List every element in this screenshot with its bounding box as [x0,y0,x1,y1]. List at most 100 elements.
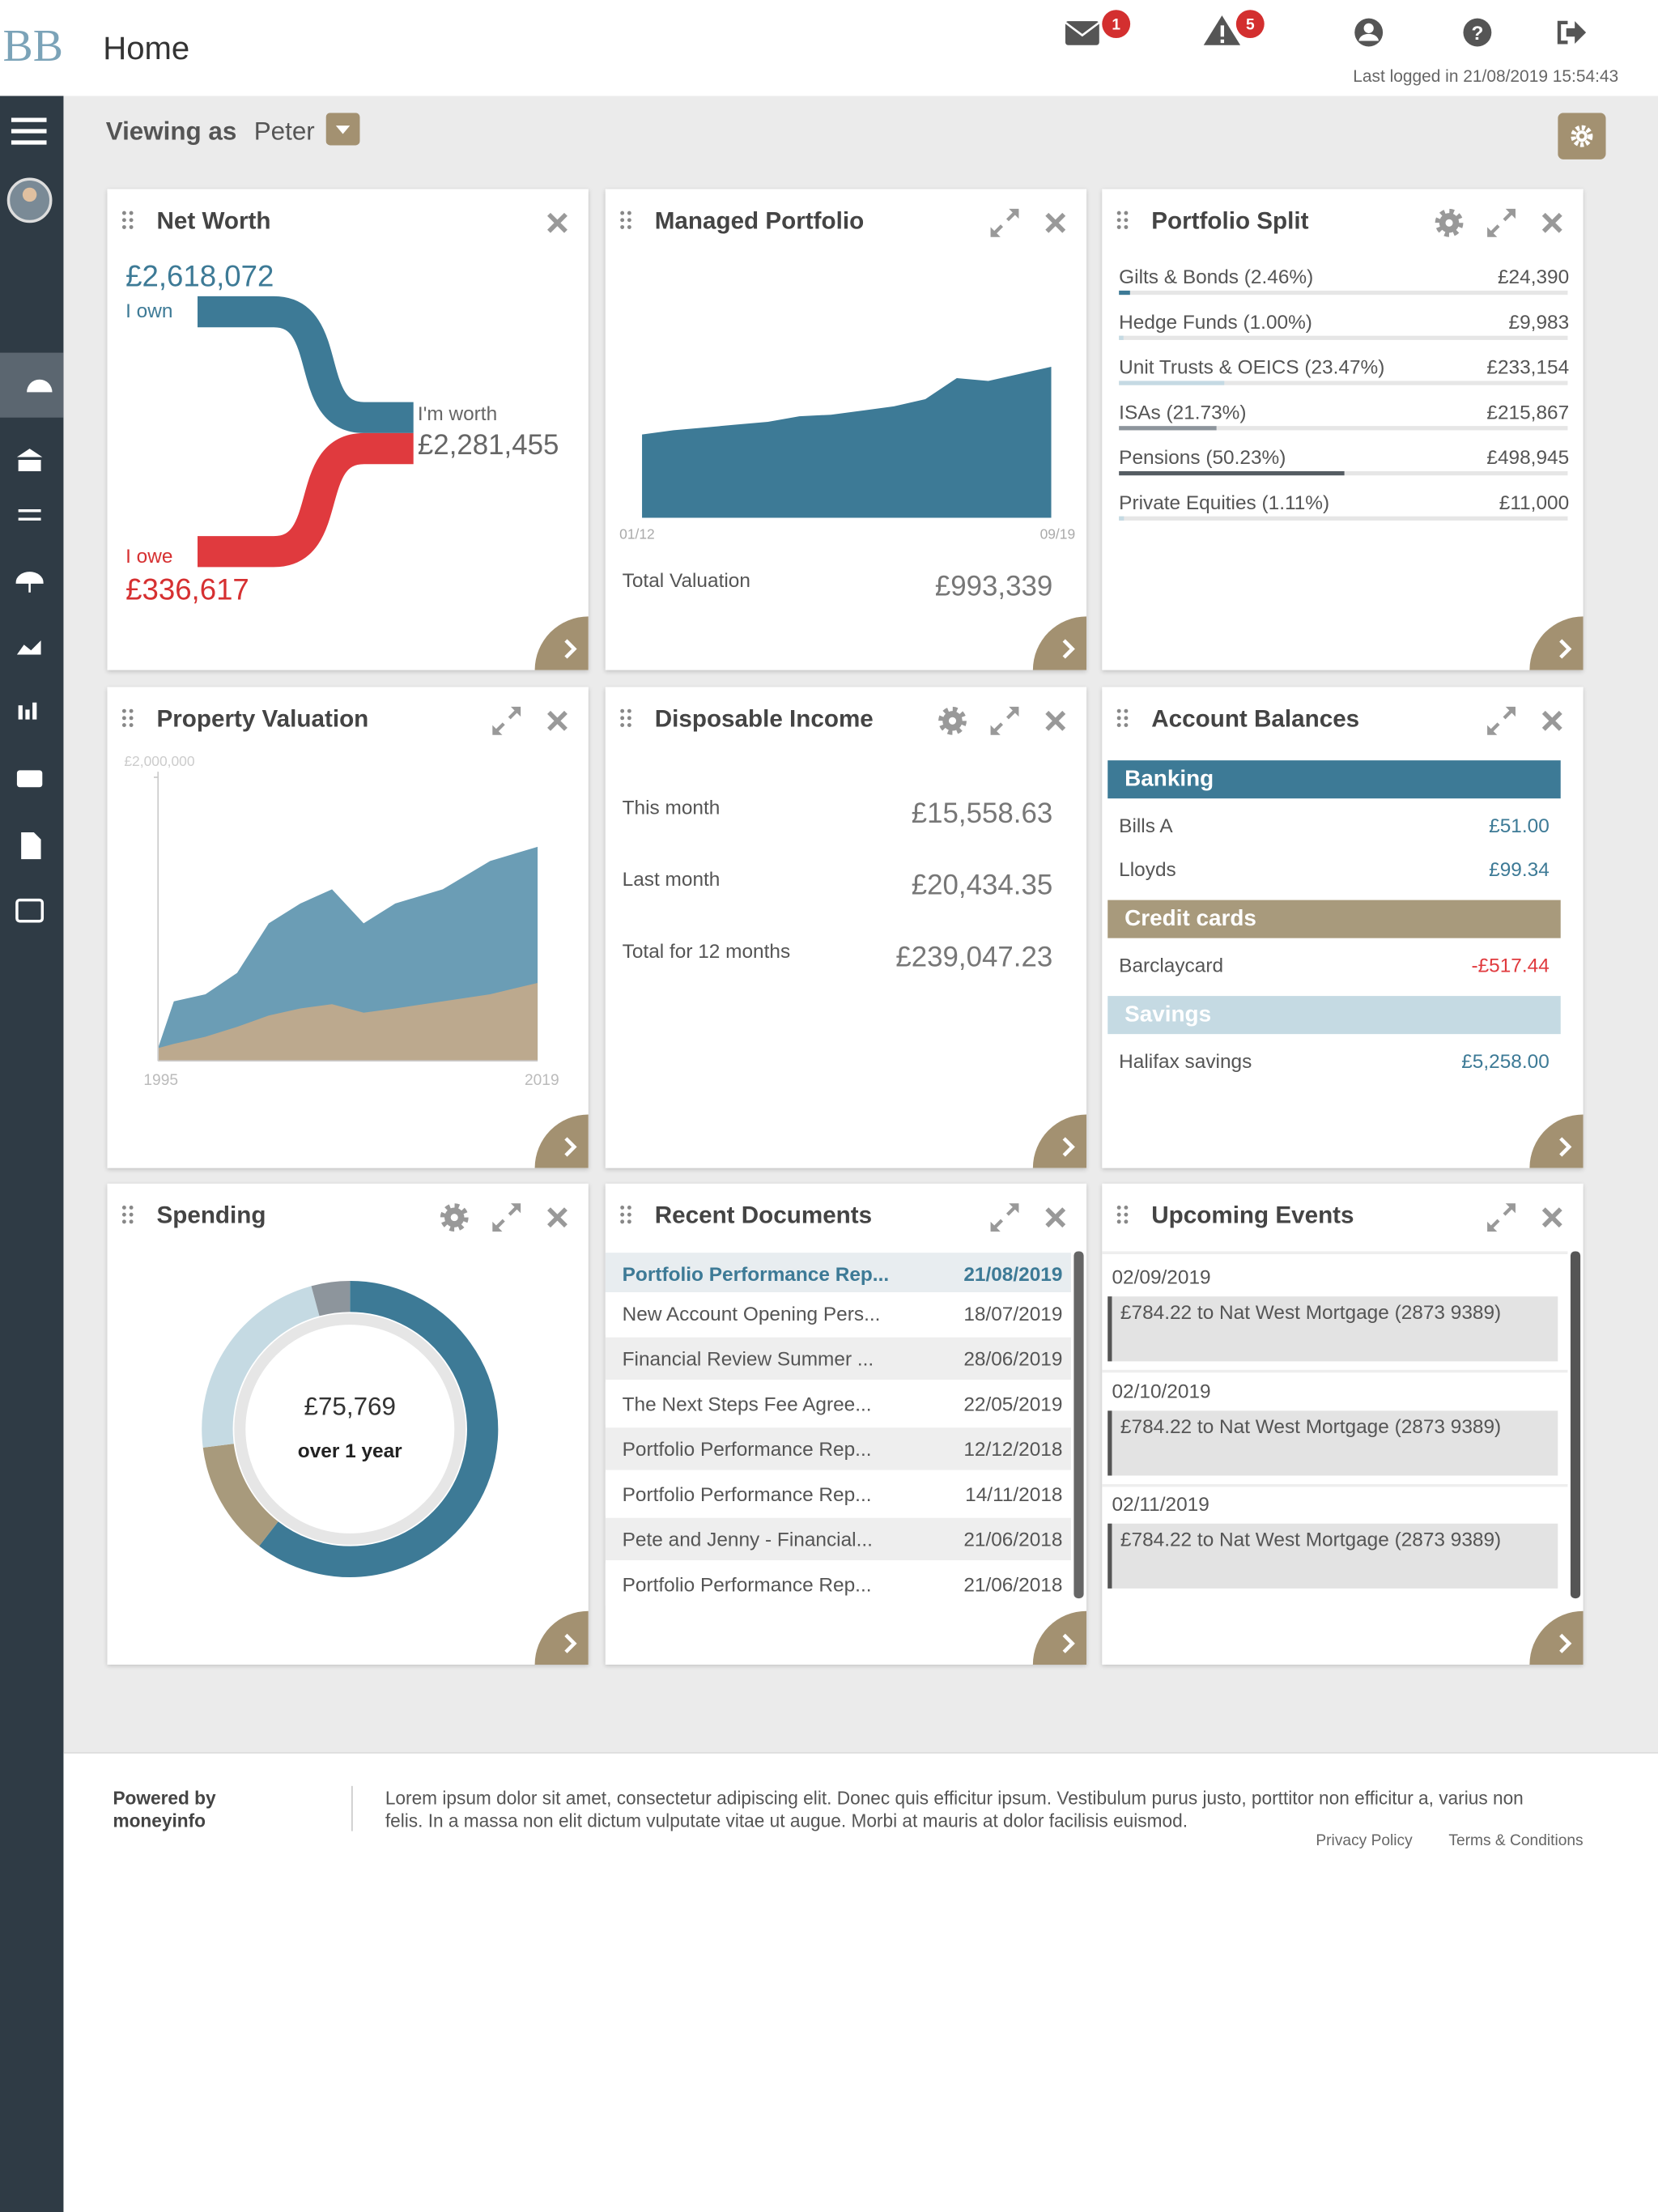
account-balance: £51.00 [1489,814,1550,837]
drag-dot [1124,708,1129,713]
reports-icon[interactable] [18,702,37,720]
alerts-button[interactable] [1203,15,1241,45]
open-button[interactable] [1529,616,1584,670]
open-button[interactable] [1032,1114,1087,1168]
expand-button[interactable] [1487,208,1516,237]
terms-link[interactable]: Terms & Conditions [1448,1832,1584,1850]
event-detail[interactable]: £784.22 to Nat West Mortgage (2873 9389) [1107,1296,1558,1362]
header-icons: 1 5 ? [1065,10,1587,47]
close-button[interactable] [547,1207,568,1228]
profile-button[interactable] [1354,18,1384,47]
drag-handle[interactable] [121,211,134,229]
open-button[interactable] [1529,1610,1584,1665]
account-name[interactable]: Lloyds [1119,857,1176,881]
viewing-as-user[interactable]: Peter [253,117,315,146]
drag-dot [129,1219,134,1224]
document-row[interactable]: Portfolio Performance Rep... 21/06/2018 [605,1563,1071,1606]
income-value: £15,558.63 [911,798,1053,830]
open-button[interactable] [1032,1610,1087,1665]
document-row[interactable]: Portfolio Performance Rep... 21/08/2019 [605,1253,1071,1295]
expand-button[interactable] [990,208,1019,237]
expand-button[interactable] [1487,706,1516,735]
document-row[interactable]: New Account Opening Pers... 18/07/2019 [605,1291,1071,1335]
document-row[interactable]: Financial Review Summer ... 28/06/2019 [605,1337,1071,1380]
donut-segment [311,1281,351,1317]
expand-stroke [993,224,1003,234]
expand-button[interactable] [990,706,1019,735]
expand-button[interactable] [990,1203,1019,1232]
investments-icon[interactable] [16,640,41,655]
open-button[interactable] [534,1610,589,1665]
document-row[interactable]: Pete and Jenny - Financial... 21/06/2018 [605,1517,1071,1561]
document-row[interactable]: Portfolio Performance Rep... 14/11/2018 [605,1473,1071,1516]
avatar[interactable] [6,177,53,223]
document-row[interactable]: The Next Steps Fee Agree... 22/05/2019 [605,1382,1071,1425]
scrollbar [1570,1251,1581,1599]
drag-handle[interactable] [1116,211,1129,229]
settings-button[interactable] [440,1203,469,1232]
close-stroke [547,1207,568,1228]
widget-canvas [1116,1203,1584,1665]
close-button[interactable] [1045,710,1066,731]
split-value: £11,000 [1499,491,1570,514]
expand-button[interactable] [492,706,521,735]
privacy-link[interactable]: Privacy Policy [1316,1832,1413,1850]
close-button[interactable] [1541,212,1562,233]
close-button[interactable] [1541,710,1562,731]
drag-handle[interactable] [121,1206,134,1224]
open-arrow [1559,1633,1572,1653]
viewing-as-label: Viewing as [105,117,237,146]
dashboard-icon[interactable] [27,379,53,393]
drag-handle[interactable] [620,708,631,728]
settings-button[interactable] [1435,208,1464,237]
drag-handle[interactable] [121,708,134,728]
document-row[interactable]: Portfolio Performance Rep... 12/12/2018 [605,1427,1071,1470]
logout-button[interactable] [1557,20,1587,45]
drag-handle[interactable] [1116,1206,1129,1224]
protection-icon[interactable] [15,572,44,593]
drag-dot [1116,1206,1121,1210]
event-date: 02/10/2019 [1112,1379,1211,1402]
owed-flow [198,432,414,568]
close-button[interactable] [1541,1207,1562,1228]
user-dropdown[interactable] [325,113,363,148]
open-button[interactable] [1032,616,1087,670]
open-button[interactable] [534,616,589,670]
drag-handle[interactable] [1116,708,1129,728]
document-name: New Account Opening Pers... [622,1302,881,1325]
menu-icon[interactable] [11,117,47,145]
drag-dot [627,225,631,229]
account-name[interactable]: Barclaycard [1119,953,1224,976]
account-name[interactable]: Halifax savings [1119,1049,1252,1073]
account-group: Banking [1107,760,1561,799]
calendar-icon[interactable] [15,898,45,923]
settings-button[interactable] [1558,113,1609,162]
event-detail[interactable]: £784.22 to Nat West Mortgage (2873 9389) [1107,1523,1558,1589]
documents-icon[interactable] [21,832,41,860]
help-button[interactable]: ? [1463,18,1492,47]
close-button[interactable] [547,212,568,233]
event-detail[interactable]: £784.22 to Nat West Mortgage (2873 9389) [1107,1410,1558,1475]
expand-button[interactable] [1487,1203,1516,1232]
close-button[interactable] [1045,212,1066,233]
expand-button[interactable] [492,1203,521,1232]
close-button[interactable] [1045,1207,1066,1228]
settings-button[interactable] [938,706,967,735]
drag-handle[interactable] [620,211,631,229]
messages-icon[interactable] [16,770,43,788]
accounts-icon[interactable] [16,449,43,471]
open-button[interactable] [1529,1114,1584,1168]
drag-handle[interactable] [620,1206,631,1224]
messages-button[interactable] [1065,21,1100,45]
close-button[interactable] [547,710,568,731]
owned-flow [198,296,414,433]
logo[interactable]: BB [2,19,63,71]
transfers-icon[interactable] [18,508,41,521]
drag-dot [627,708,631,713]
account-name[interactable]: Bills A [1119,814,1173,837]
alerts-badge-bg [1235,10,1265,39]
drag-dot [620,1206,625,1210]
open-button[interactable] [534,1114,589,1168]
drag-dot [620,708,625,713]
expand-stroke [1490,1219,1500,1229]
